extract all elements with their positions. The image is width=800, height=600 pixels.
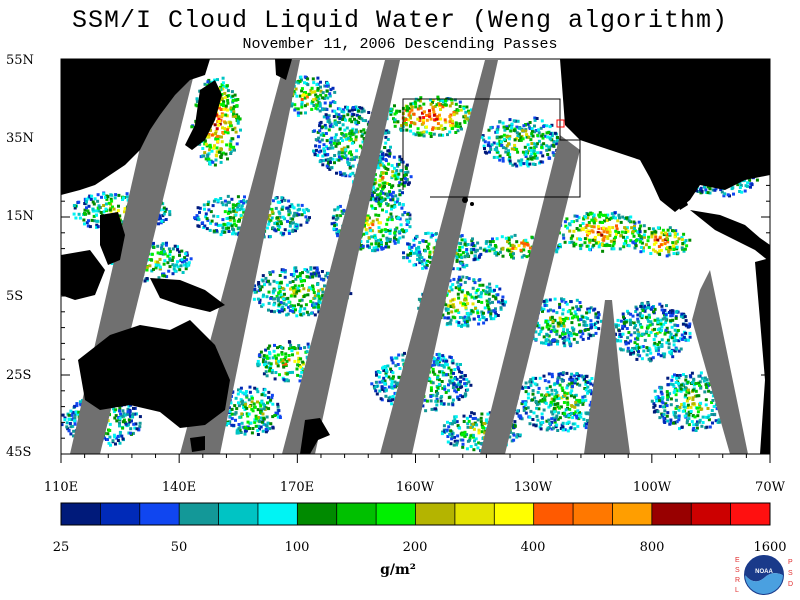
lon-label: 100W [632, 480, 672, 495]
lat-label: 15N [6, 209, 34, 224]
colorbar-tick-label: 400 [520, 540, 546, 555]
colorbar-swatch [100, 503, 141, 525]
logo-letter: S [735, 567, 740, 574]
site-marker [556, 119, 565, 128]
colorbar-swatch [139, 503, 180, 525]
lon-label: 70W [755, 480, 785, 495]
colorbar-tick-label: 50 [170, 540, 188, 555]
colorbar-swatch [179, 503, 220, 525]
lat-label: 25S [6, 368, 32, 383]
colorbar-swatch [257, 503, 298, 525]
lat-label: 45S [6, 445, 32, 460]
colorbar-tick-label: 100 [284, 540, 310, 555]
lon-label: 130W [513, 480, 553, 495]
colorbar-swatch [573, 503, 613, 525]
colorbar-swatch [691, 503, 732, 525]
lat-label: 5S [6, 289, 24, 304]
logo-right-letters: PSD [788, 559, 793, 588]
colorbar-swatch [336, 503, 377, 525]
lon-label: 110E [43, 480, 79, 495]
colorbar-units: g/m² [380, 562, 416, 578]
colorbar-tick-label: 25 [52, 540, 70, 555]
lon-label: 160W [395, 480, 435, 495]
colorbar-swatch [494, 503, 535, 525]
logo-letter: L [735, 587, 739, 594]
axis-ticks [60, 58, 771, 463]
logo-letter: S [788, 570, 793, 577]
colorbar [60, 502, 771, 526]
lat-label: 55N [6, 53, 34, 68]
logo-letter: R [735, 577, 740, 584]
landmasses [61, 59, 770, 454]
region-box [402, 98, 581, 198]
colorbar-tick-label: 1600 [753, 540, 787, 555]
logo-letter: D [788, 581, 793, 588]
colorbar-swatch [61, 503, 101, 525]
logo-letter: E [735, 557, 740, 564]
colorbar-swatch [612, 503, 653, 525]
colorbar-swatch [376, 503, 416, 525]
logo-center-text: NOAA [755, 569, 773, 575]
colorbar-tick-label: 800 [639, 540, 665, 555]
colorbar-swatch [415, 503, 456, 525]
colorbar-swatch [454, 503, 495, 525]
lat-label: 35N [6, 131, 34, 146]
colorbar-tick-label: 200 [402, 540, 428, 555]
colorbar-swatch [651, 503, 692, 525]
colorbar-swatch [218, 503, 259, 525]
lon-label: 140E [161, 480, 197, 495]
logo-letter: P [788, 559, 793, 566]
lon-label: 170E [279, 480, 315, 495]
colorbar-swatch [730, 503, 771, 525]
colorbar-swatch [297, 503, 338, 525]
map-subtitle: November 11, 2006 Descending Passes [242, 36, 558, 53]
map-title: SSM/I Cloud Liquid Water (Weng algorithm… [71, 6, 729, 35]
colorbar-swatch [533, 503, 574, 525]
